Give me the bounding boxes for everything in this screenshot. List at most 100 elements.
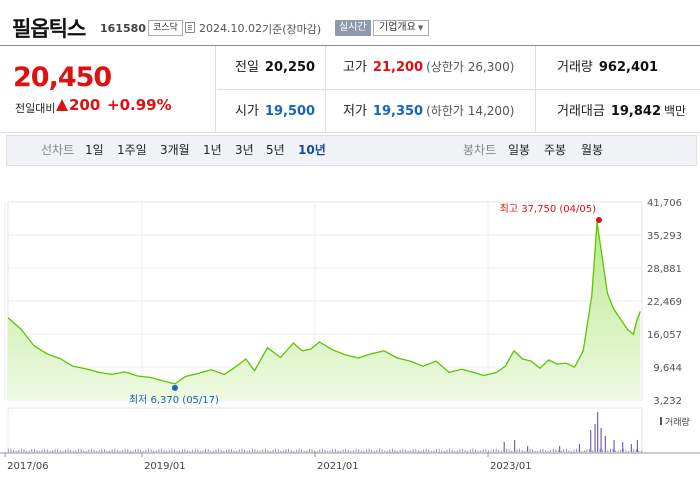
volume-bar xyxy=(78,448,79,452)
volume-bar xyxy=(477,450,479,452)
low-cell: 저가 19,350 (하한가 14,200) xyxy=(343,90,514,133)
volume-bar xyxy=(381,449,383,452)
volume-bar xyxy=(555,449,557,452)
volume-bar xyxy=(436,448,437,452)
volume-bar xyxy=(433,450,435,452)
volume-bar xyxy=(122,450,123,452)
tab-daily[interactable]: 일봉 xyxy=(508,143,531,157)
volume-bar xyxy=(628,450,629,452)
volume-bar xyxy=(329,450,331,452)
quote-panel: 20,450 전일대비 200 +0.99% 전일 20,250 고가 21,200… xyxy=(0,45,700,133)
volume-bar xyxy=(228,448,230,452)
volume-bar xyxy=(441,450,443,452)
tab-1y[interactable]: 1년 xyxy=(203,143,222,157)
volume-bar xyxy=(218,448,219,452)
volume-bar xyxy=(332,448,334,452)
volume-bar xyxy=(189,450,191,452)
volume-bar xyxy=(633,448,635,452)
volume-bar xyxy=(109,450,110,452)
volume-label: 거래량 xyxy=(665,416,690,428)
volume-bar xyxy=(124,448,126,452)
volume-bar xyxy=(23,449,25,452)
y-tick-label: 41,706 xyxy=(647,198,682,209)
volume-bar xyxy=(513,440,516,452)
volume-bar xyxy=(625,449,627,452)
volume-bar xyxy=(96,450,98,452)
volume-bar xyxy=(630,444,632,452)
volume-bar xyxy=(210,450,212,452)
grid-divider xyxy=(217,89,700,90)
volume-bar xyxy=(85,450,87,452)
lower-limit: (하한가 14,200) xyxy=(426,104,515,118)
tab-1d[interactable]: 1일 xyxy=(85,143,104,157)
volume-bar xyxy=(163,450,165,452)
volume-bar xyxy=(98,450,100,452)
volume-bar xyxy=(26,450,27,452)
volume-bar xyxy=(389,449,391,452)
volume-bar xyxy=(430,450,432,452)
volume-bar xyxy=(212,450,214,452)
volume-bar xyxy=(615,450,616,452)
volume-bar xyxy=(251,448,253,452)
volume-bar xyxy=(28,450,30,452)
volume-bar xyxy=(36,450,38,452)
volume-bar xyxy=(207,448,209,452)
candle-chart-label: 봉차트 xyxy=(463,143,497,157)
volume-bar xyxy=(565,448,567,452)
volume-bar xyxy=(18,449,20,452)
price-chart: 41,706 35,293 28,881 22,469 16,057 9,644 3,232… xyxy=(0,170,700,486)
volume-bar xyxy=(8,449,9,452)
volume-bar xyxy=(358,449,360,452)
volume-bar xyxy=(135,449,136,452)
volume-bar xyxy=(340,450,341,452)
volume-bar xyxy=(233,450,235,452)
volume-bar xyxy=(142,450,144,452)
upper-limit: (상한가 26,300) xyxy=(426,60,515,74)
tab-weekly[interactable]: 주봉 xyxy=(544,143,567,157)
stock-code: 161580 xyxy=(100,22,146,35)
volume-bar xyxy=(308,448,310,452)
company-info-button[interactable]: 기업개요 ▼ xyxy=(373,20,430,36)
volume-bar xyxy=(259,450,261,452)
volume-bar xyxy=(545,450,546,452)
volume-bar xyxy=(443,450,445,452)
tab-10y[interactable]: 10년 xyxy=(298,143,326,157)
volume-bar xyxy=(46,449,48,452)
tab-monthly[interactable]: 월봉 xyxy=(581,143,604,157)
volume-bar xyxy=(558,446,561,452)
volume-bar xyxy=(316,450,318,452)
tab-3m[interactable]: 3개월 xyxy=(160,143,190,157)
volume-bar xyxy=(49,450,51,452)
volume-bar xyxy=(415,448,417,452)
volume-bar xyxy=(488,450,489,452)
volume-bar xyxy=(10,448,12,452)
tab-1w[interactable]: 1주일 xyxy=(117,143,147,157)
volume-bar xyxy=(609,448,611,452)
chevron-down-icon: ▼ xyxy=(417,24,424,32)
volume-bar xyxy=(412,449,414,452)
volume-bar xyxy=(202,450,204,452)
volume-bar xyxy=(20,448,22,452)
amount-value: 19,842 xyxy=(610,104,662,119)
volume-bar xyxy=(355,448,357,452)
volume-bar xyxy=(127,449,129,452)
volume-bar xyxy=(324,449,326,452)
volume-bar xyxy=(469,449,471,452)
tab-3y[interactable]: 3년 xyxy=(235,143,254,157)
volume-bar xyxy=(187,450,188,452)
volume-bar xyxy=(539,449,541,452)
tab-5y[interactable]: 5년 xyxy=(266,143,285,157)
volume-bar xyxy=(75,450,77,452)
volume-bar xyxy=(347,449,349,452)
volume-bar xyxy=(399,449,401,452)
volume-bar xyxy=(241,448,243,452)
volume-bar xyxy=(420,450,422,452)
volume-cell: 거래량 962,401 xyxy=(557,46,658,89)
volume-bar xyxy=(438,448,440,452)
volume-bar xyxy=(526,446,529,452)
volume-bar xyxy=(638,450,640,452)
volume-bar xyxy=(321,448,323,452)
volume-bar xyxy=(31,449,33,452)
realtime-button[interactable]: 실시간 xyxy=(335,20,371,36)
volume-bar xyxy=(15,450,17,452)
